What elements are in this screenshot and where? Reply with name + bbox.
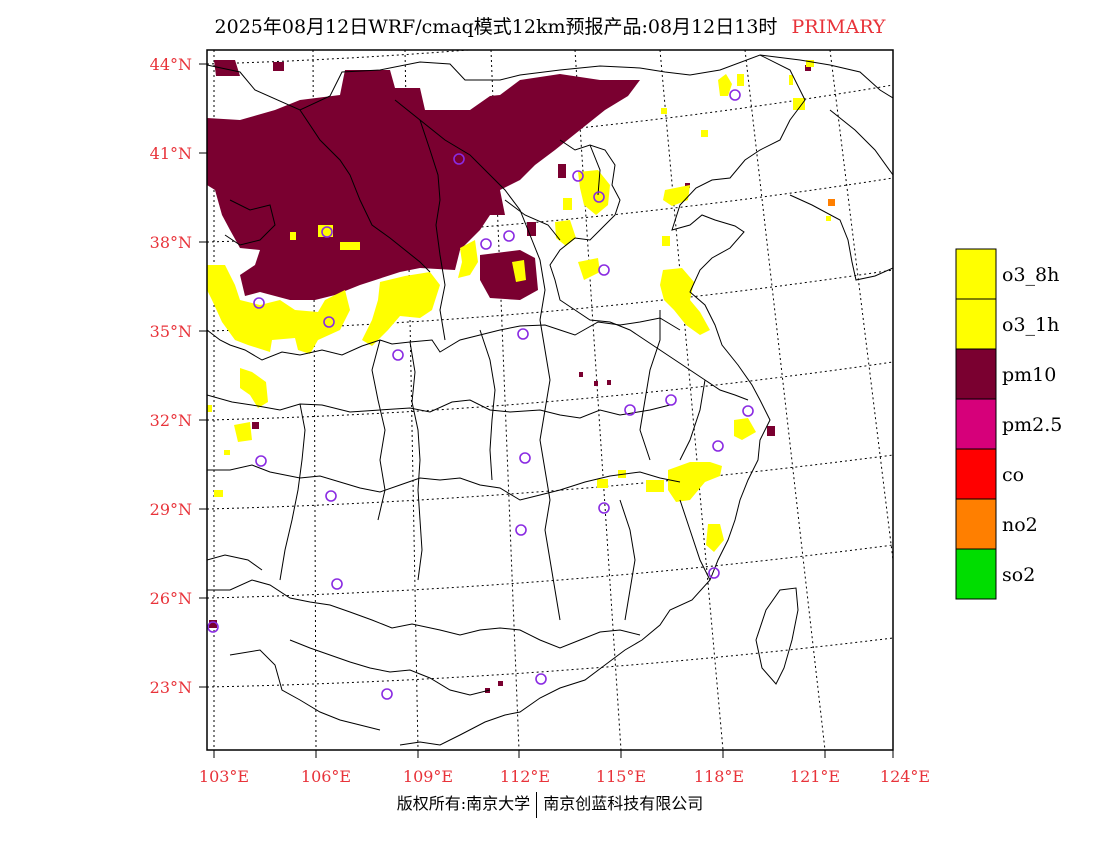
lon-label: 121°E (790, 767, 840, 786)
legend-label: pm2.5 (1002, 414, 1062, 436)
o3-areas (207, 60, 814, 552)
lon-label: 106°E (301, 767, 351, 786)
station-markers (207, 89, 754, 700)
lon-label: 112°E (500, 767, 550, 786)
lon-label: 124°E (880, 767, 930, 786)
legend: o3_8h o3_1h pm10 pm2.5 co no2 so2 (955, 248, 1062, 600)
legend-swatch (955, 448, 997, 500)
legend-swatch (955, 548, 997, 600)
copyright-company: 南京创蓝科技有限公司 (543, 794, 704, 813)
title-primary-tag: PRIMARY (791, 16, 886, 38)
legend-label: so2 (1002, 564, 1035, 586)
no2-spot (828, 199, 835, 206)
longitude-labels: 103°E 106°E 109°E 112°E 115°E 118°E 121°… (199, 767, 930, 786)
legend-label: no2 (1002, 514, 1038, 536)
copyright-footer: 版权所有:南京大学 南京创蓝科技有限公司 (0, 790, 1100, 818)
latitude-labels: 23°N 26°N 29°N 32°N 35°N 38°N 41°N 44°N (150, 55, 192, 697)
lon-label: 103°E (199, 767, 249, 786)
legend-swatch (955, 298, 997, 350)
lat-label: 38°N (150, 233, 192, 252)
lat-label: 35°N (150, 322, 192, 341)
legend-swatch (955, 398, 997, 450)
lat-label: 23°N (150, 678, 192, 697)
boundaries (207, 54, 893, 746)
legend-label: o3_1h (1002, 314, 1059, 336)
legend-swatch (955, 248, 997, 300)
axis-ticks (199, 63, 894, 758)
footer-divider (536, 791, 538, 818)
legend-label: co (1002, 464, 1024, 486)
lon-label: 118°E (694, 767, 744, 786)
lat-label: 32°N (150, 411, 192, 430)
lat-label: 41°N (150, 144, 192, 163)
o3-spot-ne (826, 216, 831, 221)
lon-label: 109°E (403, 767, 453, 786)
lat-label: 29°N (150, 500, 192, 519)
legend-label: pm10 (1002, 364, 1056, 386)
title-main: 2025年08月12日WRF/cmaq模式12km预报产品:08月12日13时 (214, 16, 778, 38)
lon-label: 115°E (596, 767, 646, 786)
legend-swatch (955, 498, 997, 550)
copyright-owner: 版权所有:南京大学 (396, 794, 531, 813)
legend-label: o3_8h (1002, 264, 1059, 286)
map-frame (206, 49, 894, 751)
lat-label: 26°N (150, 589, 192, 608)
map-title: 2025年08月12日WRF/cmaq模式12km预报产品:08月12日13时 P… (0, 12, 1100, 39)
lat-label: 44°N (150, 55, 192, 74)
legend-swatch (955, 348, 997, 400)
